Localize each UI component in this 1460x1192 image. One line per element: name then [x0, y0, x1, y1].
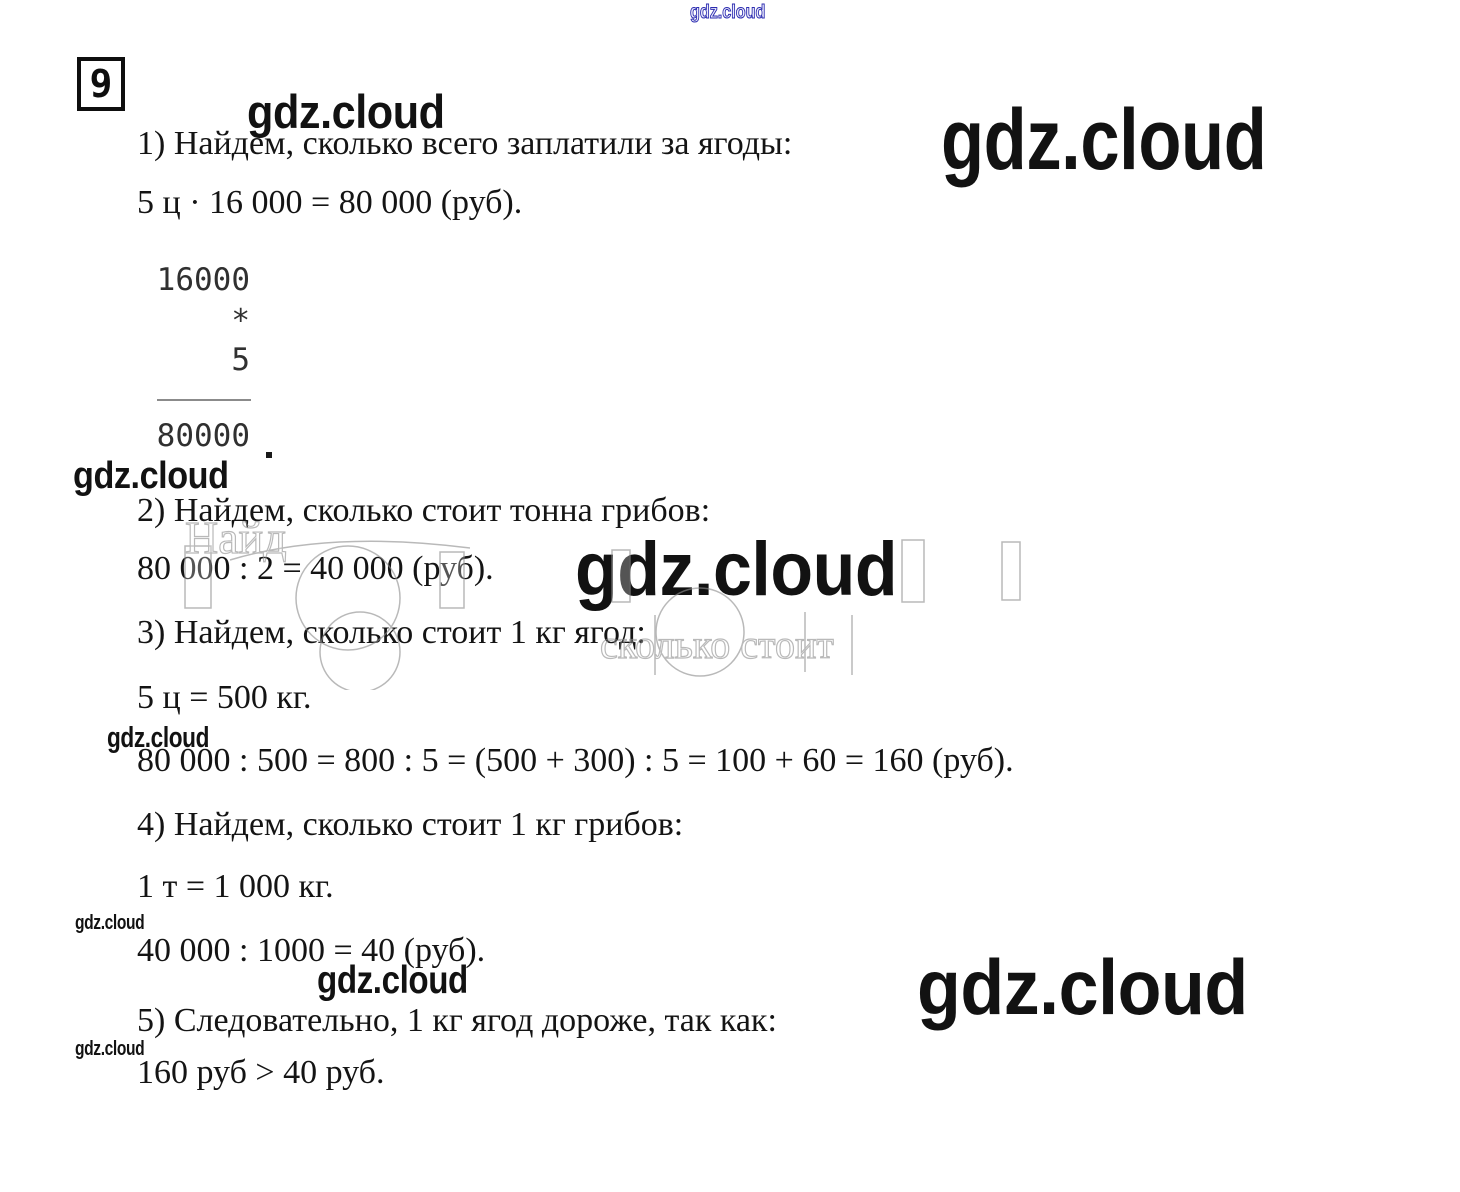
watermark-top-blue: gdz.cloud [690, 2, 766, 23]
watermark-under-task: gdz.cloud [247, 85, 445, 138]
multiplication-rule-line [157, 399, 251, 401]
watermark-small-mid-left: gdz.cloud [107, 722, 210, 754]
watermark-center-bottom: gdz.cloud [317, 959, 468, 1002]
watermark-large-top-right: gdz.cloud [941, 92, 1267, 188]
step2-heading: 2) Найдем, сколько стоит тонна грибов: [137, 492, 711, 529]
ghost-text-nayd: Найд [185, 512, 287, 563]
ghost-text-skolko: сколько стоит [600, 622, 834, 667]
step3-heading: 3) Найдем, сколько стоит 1 кг ягод: [137, 614, 646, 651]
step1-heading: 1) Найдем, сколько всего заплатили за яг… [137, 125, 793, 162]
task-number-box: 9 [77, 57, 125, 111]
multiplicand: 16000 [156, 262, 250, 298]
step5-heading: 5) Следовательно, 1 кг ягод дороже, так … [137, 1002, 777, 1039]
step3-conversion: 5 ц = 500 кг. [137, 679, 312, 716]
step5-formula: 160 руб > 40 руб. [137, 1054, 385, 1091]
step4-formula: 40 000 : 1000 = 40 (руб). [137, 932, 486, 969]
step1-formula: 5 ц · 16 000 = 80 000 (руб). [137, 184, 523, 221]
step4-heading: 4) Найдем, сколько стоит 1 кг грибов: [137, 806, 684, 843]
multiply-operator: * [231, 303, 250, 339]
watermark-large-bottom-right: gdz.cloud [917, 943, 1248, 1031]
watermark-large-middle: gdz.cloud [575, 527, 898, 612]
watermark-tiny-left-1: gdz.cloud [75, 912, 145, 934]
product: 80000 [156, 418, 250, 454]
task-number: 9 [89, 62, 113, 106]
trailing-period [266, 452, 272, 458]
step3-formula: 80 000 : 500 = 800 : 5 = (500 + 300) : 5… [137, 742, 1014, 779]
watermark-tiny-left-2: gdz.cloud [75, 1038, 145, 1060]
step4-conversion: 1 т = 1 000 кг. [137, 868, 334, 905]
multiplier: 5 [231, 342, 250, 378]
watermark-left-middle: gdz.cloud [73, 455, 229, 497]
ghost-scan-artifacts: Найд сколько стоит [184, 511, 1021, 690]
step2-formula: 80 000 : 2 = 40 000 (руб). [137, 550, 494, 587]
